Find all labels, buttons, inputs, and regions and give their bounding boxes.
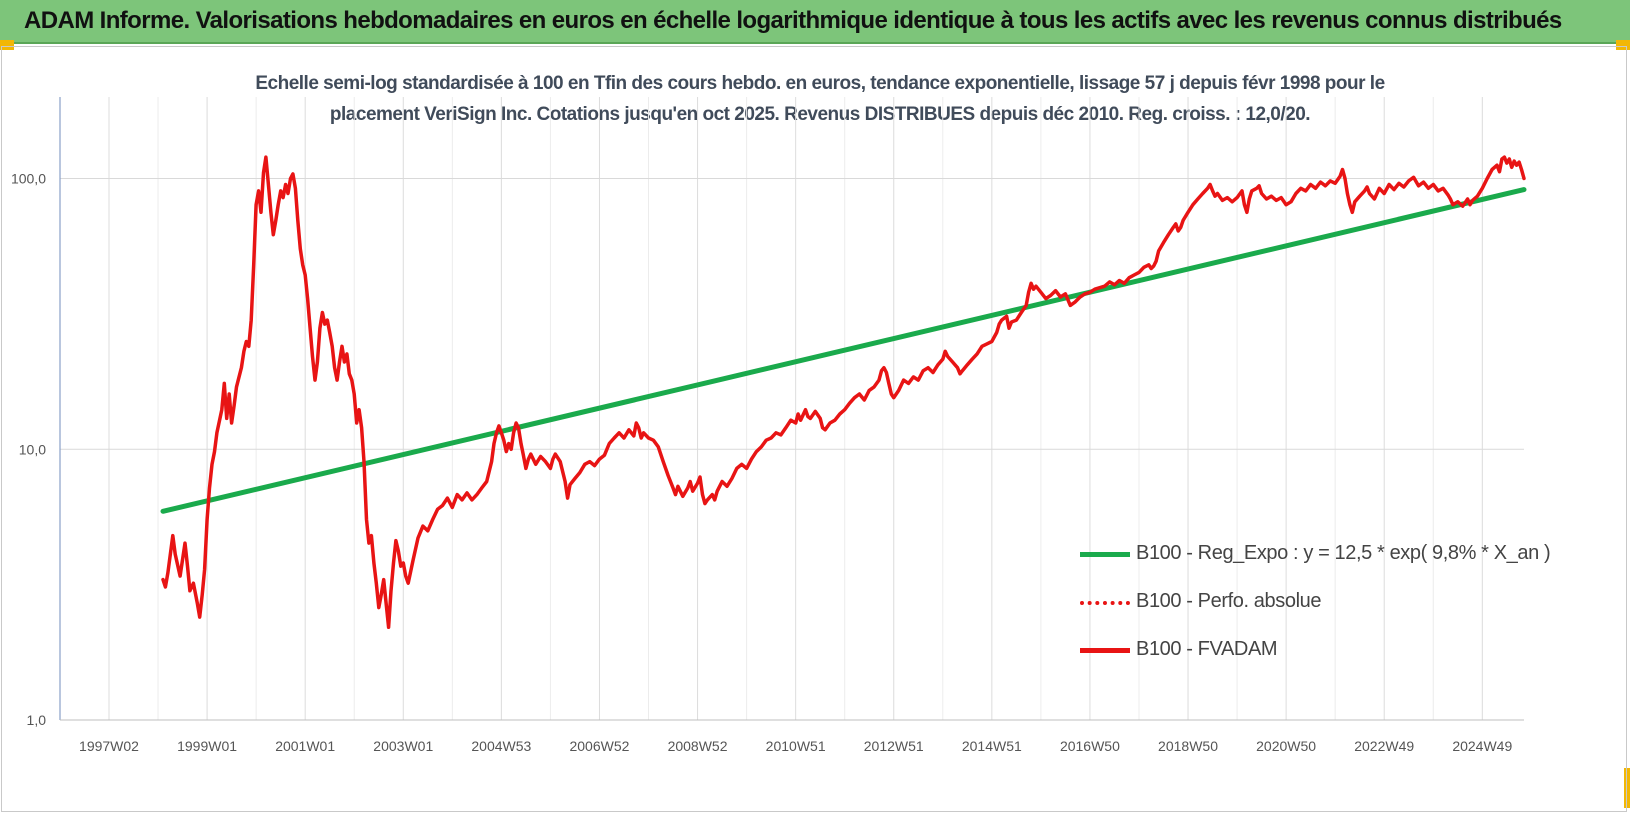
chart-title-line-2: placement VeriSign Inc. Cotations jusqu'… <box>329 104 1311 125</box>
chart-frame <box>1 46 1627 812</box>
y-tick-label: 1,0 <box>27 712 47 728</box>
x-tick-label: 2003W01 <box>373 738 433 754</box>
legend-label-perfo-absolue: B100 - Perfo. absolue <box>1136 590 1322 612</box>
legend-swatch-reg-expo <box>1080 552 1130 557</box>
x-tick-label: 2010W51 <box>766 738 826 754</box>
x-tick-label: 1997W02 <box>79 738 139 754</box>
x-tick-label: 2022W49 <box>1354 738 1414 754</box>
corner-marker-top-right <box>1616 40 1630 50</box>
y-tick-label: 10,0 <box>19 441 46 457</box>
x-tick-label: 2020W50 <box>1256 738 1316 754</box>
series-fvadam <box>161 155 1526 630</box>
legend-label-reg-expo: B100 - Reg_Expo : y = 12,5 * exp( 9,8% *… <box>1136 542 1551 564</box>
y-tick-label: 100,0 <box>11 171 46 187</box>
x-tick-label: 2018W50 <box>1158 738 1218 754</box>
corner-marker-top-left <box>0 40 14 50</box>
report-banner: ADAM Informe. Valorisations hebdomadaire… <box>0 0 1630 44</box>
legend-label-fvadam: B100 - FVADAM <box>1136 638 1278 660</box>
x-tick-label: 2004W53 <box>471 738 531 754</box>
x-tick-label: 2012W51 <box>864 738 924 754</box>
corner-marker-bottom-right <box>1624 768 1630 808</box>
chart-title-line-1: Echelle semi-log standardisée à 100 en T… <box>255 73 1385 94</box>
x-tick-label: 1999W01 <box>177 738 237 754</box>
x-tick-label: 2014W51 <box>962 738 1022 754</box>
x-tick-label: 2006W52 <box>569 738 629 754</box>
x-tick-label: 2001W01 <box>275 738 335 754</box>
x-tick-label: 2016W50 <box>1060 738 1120 754</box>
series-reg-expo <box>160 187 1527 514</box>
x-tick-label: 2024W49 <box>1452 738 1512 754</box>
x-tick-label: 2008W52 <box>668 738 728 754</box>
legend-swatch-perfo-absolue <box>1080 601 1130 605</box>
report-title: ADAM Informe. Valorisations hebdomadaire… <box>24 7 1562 34</box>
legend-swatch-fvadam <box>1080 648 1130 653</box>
